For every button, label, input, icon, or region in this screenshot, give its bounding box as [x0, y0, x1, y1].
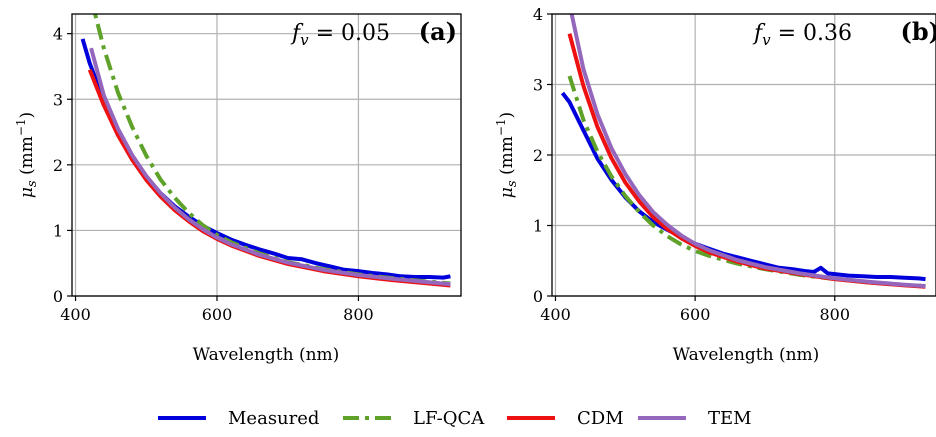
y-axis-label-a: μs (mm−1) [14, 112, 40, 198]
y-axis-label-b: μs (mm−1) [494, 112, 520, 198]
x-tick-label: 800 [343, 305, 374, 324]
y-tick-label: 1 [53, 221, 63, 240]
legend-label-lf-qca: LF-QCA [413, 408, 485, 429]
plot-area-a [80, 14, 451, 288]
panel-a: 400 600 800 0 1 2 3 4 fv = 0.05 (a) Wavelength … [14, 13, 462, 365]
annotation-b: fv = 0.36 [752, 21, 852, 49]
y-tick-label: 2 [53, 156, 63, 175]
x-tick-label: 800 [819, 305, 850, 324]
ticks-b: 400 600 800 0 1 2 3 4 [533, 5, 850, 324]
y-tick-label: 0 [533, 287, 543, 306]
legend-label-tem: TEM [708, 408, 752, 429]
series-line-measured [80, 38, 451, 280]
panel-label-b: (b) [901, 17, 936, 46]
y-tick-label: 4 [53, 25, 63, 44]
series-line-lf-qca [93, 14, 451, 286]
y-tick-label: 1 [533, 217, 543, 236]
y-tick-label: 3 [53, 90, 63, 109]
y-tick-label: 0 [53, 287, 63, 306]
x-axis-label-a: Wavelength (nm) [193, 345, 340, 365]
series-line-tem [569, 14, 926, 289]
x-tick-label: 600 [680, 305, 711, 324]
series-line-cdm [567, 33, 926, 289]
series-line-tem [89, 47, 451, 287]
legend-label-cdm: CDM [577, 408, 624, 429]
axes-frame [71, 13, 462, 297]
panel-label-a: (a) [419, 17, 457, 46]
legend: Measured LF-QCA CDM TEM [158, 408, 752, 429]
panel-b: 400 600 800 0 1 2 3 4 fv = 0.36 (b) Wavelength … [494, 5, 936, 365]
annotation-a: fv = 0.05 [290, 21, 390, 49]
y-tick-label: 4 [533, 5, 543, 24]
series-line-lf-qca [567, 75, 926, 289]
x-tick-label: 400 [540, 305, 571, 324]
legend-label-measured: Measured [228, 408, 319, 429]
x-axis-label-b: Wavelength (nm) [673, 345, 820, 365]
axes-frame [551, 13, 936, 297]
x-tick-label: 600 [202, 305, 233, 324]
y-tick-label: 2 [533, 146, 543, 165]
x-tick-label: 400 [60, 305, 91, 324]
y-tick-label: 3 [533, 76, 543, 95]
ticks-a: 400 600 800 0 1 2 3 4 [53, 25, 374, 324]
plot-area-b [560, 14, 926, 289]
